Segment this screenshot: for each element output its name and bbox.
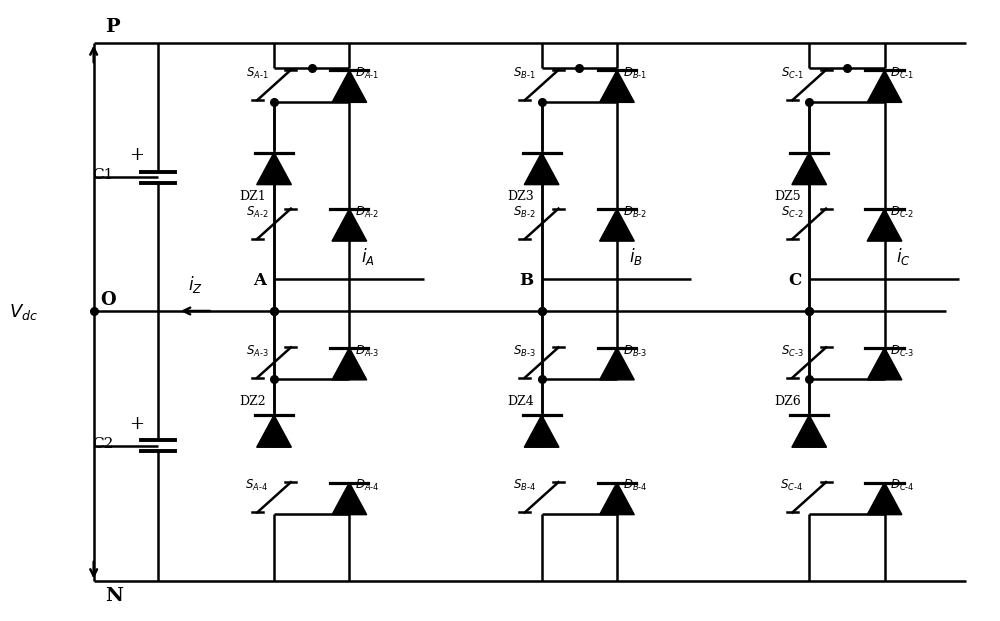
Text: $i_{C}$: $i_{C}$ [896, 247, 911, 268]
Text: C1: C1 [92, 168, 113, 182]
Text: $S_{C\text{-}2}$: $S_{C\text{-}2}$ [781, 205, 803, 220]
Text: $S_{B\text{-}1}$: $S_{B\text{-}1}$ [513, 66, 536, 81]
Text: A: A [253, 272, 266, 289]
Text: $S_{A\text{-}4}$: $S_{A\text{-}4}$ [245, 478, 268, 493]
Polygon shape [332, 483, 367, 515]
Text: $S_{B\text{-}4}$: $S_{B\text{-}4}$ [513, 478, 536, 493]
Text: B: B [520, 272, 534, 289]
Polygon shape [257, 153, 291, 184]
Text: $S_{C\text{-}1}$: $S_{C\text{-}1}$ [781, 66, 803, 81]
Text: DZ5: DZ5 [775, 189, 801, 202]
Polygon shape [600, 209, 634, 241]
Polygon shape [524, 415, 559, 447]
Text: $D_{C\text{-}2}$: $D_{C\text{-}2}$ [890, 205, 915, 220]
Text: $D_{A\text{-}2}$: $D_{A\text{-}2}$ [355, 205, 379, 220]
Polygon shape [257, 415, 291, 447]
Text: DZ1: DZ1 [239, 189, 266, 202]
Text: C2: C2 [92, 437, 113, 451]
Text: $S_{A\text{-}3}$: $S_{A\text{-}3}$ [246, 343, 268, 358]
Text: $i_Z$: $i_Z$ [188, 274, 203, 295]
Text: C: C [788, 272, 801, 289]
Polygon shape [867, 348, 902, 380]
Text: $D_{B\text{-}2}$: $D_{B\text{-}2}$ [623, 205, 647, 220]
Polygon shape [867, 209, 902, 241]
Text: DZ2: DZ2 [239, 394, 266, 407]
Polygon shape [792, 415, 827, 447]
Text: $D_{B\text{-}3}$: $D_{B\text{-}3}$ [623, 343, 647, 358]
Text: DZ3: DZ3 [507, 189, 534, 202]
Text: $D_{B\text{-}4}$: $D_{B\text{-}4}$ [623, 478, 647, 493]
Polygon shape [867, 70, 902, 102]
Polygon shape [332, 348, 367, 380]
Text: $D_{B\text{-}1}$: $D_{B\text{-}1}$ [623, 66, 647, 81]
Text: O: O [101, 291, 116, 309]
Text: $D_{C\text{-}1}$: $D_{C\text{-}1}$ [890, 66, 915, 81]
Polygon shape [600, 348, 634, 380]
Text: $i_{A}$: $i_{A}$ [361, 247, 375, 268]
Text: P: P [106, 19, 120, 37]
Text: $i_{B}$: $i_{B}$ [629, 247, 643, 268]
Text: $S_{A\text{-}2}$: $S_{A\text{-}2}$ [246, 205, 268, 220]
Polygon shape [867, 483, 902, 515]
Text: $D_{C\text{-}4}$: $D_{C\text{-}4}$ [890, 478, 915, 493]
Text: $S_{A\text{-}1}$: $S_{A\text{-}1}$ [246, 66, 268, 81]
Polygon shape [332, 209, 367, 241]
Text: $D_{A\text{-}1}$: $D_{A\text{-}1}$ [355, 66, 379, 81]
Text: +: + [129, 415, 144, 433]
Polygon shape [332, 70, 367, 102]
Polygon shape [524, 153, 559, 184]
Text: $S_{C\text{-}4}$: $S_{C\text{-}4}$ [780, 478, 803, 493]
Text: DZ6: DZ6 [775, 394, 801, 407]
Text: $S_{C\text{-}3}$: $S_{C\text{-}3}$ [781, 343, 803, 358]
Text: $V_{dc}$: $V_{dc}$ [9, 302, 39, 322]
Text: N: N [106, 587, 123, 605]
Polygon shape [600, 483, 634, 515]
Text: $D_{A\text{-}4}$: $D_{A\text{-}4}$ [355, 478, 380, 493]
Polygon shape [600, 70, 634, 102]
Text: +: + [129, 147, 144, 165]
Text: $D_{A\text{-}3}$: $D_{A\text{-}3}$ [355, 343, 379, 358]
Text: $D_{C\text{-}3}$: $D_{C\text{-}3}$ [890, 343, 915, 358]
Polygon shape [792, 153, 827, 184]
Text: $S_{B\text{-}2}$: $S_{B\text{-}2}$ [513, 205, 536, 220]
Text: DZ4: DZ4 [507, 394, 534, 407]
Text: $S_{B\text{-}3}$: $S_{B\text{-}3}$ [513, 343, 536, 358]
